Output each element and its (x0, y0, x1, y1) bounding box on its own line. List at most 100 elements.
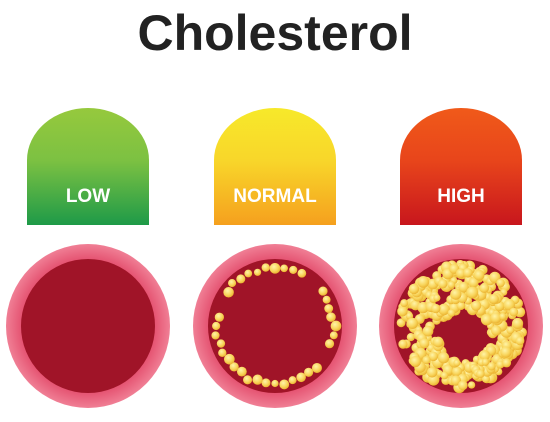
plaque (490, 325, 502, 336)
plaque (409, 356, 421, 368)
plaque (406, 333, 415, 342)
plaque (458, 380, 468, 391)
plaque (496, 278, 505, 288)
badge-shape (27, 108, 149, 225)
plaque (456, 301, 466, 310)
plaque (216, 339, 226, 348)
plaque (261, 378, 271, 388)
plaque (476, 369, 485, 379)
plaque (398, 339, 408, 349)
vessel-lumen (208, 259, 342, 393)
plaque (488, 293, 499, 305)
plaque (447, 309, 456, 317)
plaque (304, 367, 314, 377)
level-badge: NORMAL (214, 108, 336, 225)
plaque (326, 312, 336, 322)
plaque (440, 371, 449, 380)
plaque (318, 286, 328, 296)
plaque (229, 362, 239, 372)
plaque (455, 268, 466, 279)
title: Cholesterol (137, 5, 412, 61)
plaque (261, 263, 270, 272)
level-badge: HIGH (400, 108, 522, 225)
plaque (503, 299, 516, 311)
plaque (236, 274, 246, 284)
plaque (467, 381, 476, 389)
plaque (490, 312, 502, 324)
plaque (269, 262, 281, 274)
plaque (438, 303, 450, 316)
plaque (437, 279, 448, 289)
plaque (432, 336, 444, 348)
plaque (406, 317, 419, 330)
plaque (512, 317, 524, 330)
plaque (468, 277, 479, 288)
plaque (252, 374, 263, 385)
plaque (428, 351, 439, 362)
plaque (324, 304, 334, 313)
plaque (481, 374, 490, 383)
plaque (322, 295, 331, 304)
level-badge: LOW (27, 108, 149, 225)
plaque (223, 287, 234, 298)
plaque (499, 312, 507, 321)
plaque (288, 376, 297, 385)
plaque (236, 366, 247, 377)
plaque (280, 264, 288, 273)
plaque (509, 307, 519, 317)
plaque (500, 346, 512, 358)
plaque (271, 379, 279, 388)
badge-shape (400, 108, 522, 225)
badge-label: LOW (66, 186, 110, 207)
plaque (253, 268, 262, 276)
plaque (228, 279, 237, 288)
plaque (470, 300, 482, 311)
plaque (297, 268, 307, 278)
plaque (433, 294, 441, 302)
plaque (431, 303, 441, 314)
plaque (506, 326, 515, 335)
plaque (212, 321, 221, 331)
plaque (481, 358, 490, 366)
plaque (224, 353, 235, 365)
plaque (408, 283, 420, 295)
plaque (400, 299, 409, 308)
plaque (214, 312, 224, 322)
plaque (289, 265, 298, 274)
plaque (447, 281, 456, 289)
plaque (502, 358, 512, 368)
plaque (452, 366, 463, 377)
plaque (417, 301, 429, 314)
vessels (6, 244, 543, 408)
plaque (426, 367, 438, 378)
plaque (422, 325, 434, 337)
plaque (330, 320, 342, 332)
plaque (422, 355, 431, 365)
plaque (480, 313, 493, 326)
plaque (450, 288, 462, 300)
plaque (463, 267, 473, 278)
plaque (479, 350, 490, 361)
plaque (329, 331, 338, 340)
plaque (311, 362, 322, 373)
badge-label: NORMAL (233, 186, 317, 207)
plaque (479, 283, 490, 293)
plaque (419, 338, 430, 349)
vessel-lumen (21, 259, 155, 393)
plaque (279, 379, 290, 390)
plaque (458, 281, 469, 293)
plaque (487, 362, 496, 371)
plaque (437, 352, 450, 364)
plaque (466, 286, 479, 299)
plaque (453, 359, 461, 367)
plaque (296, 372, 306, 383)
plaque (243, 375, 253, 385)
plaque (324, 339, 335, 349)
plaque (515, 336, 525, 346)
plaque (417, 276, 430, 288)
plaque (397, 306, 408, 317)
badge-label: HIGH (437, 186, 485, 207)
plaque (244, 269, 253, 278)
